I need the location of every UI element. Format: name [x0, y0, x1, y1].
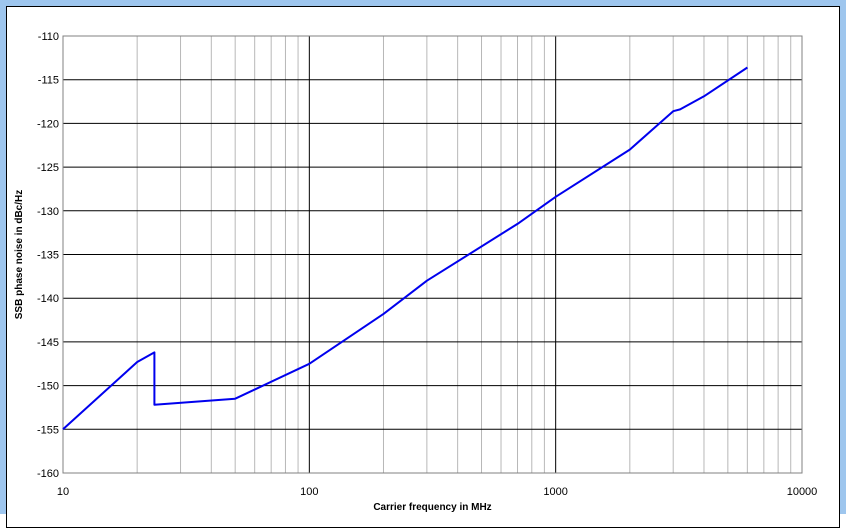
y-axis-title: SSB phase noise in dBc/Hz [14, 190, 25, 319]
phase-noise-chart: -110 -115 -120 -125 -130 -135 -140 -145 -150 -155… [14, 31, 817, 513]
y-tick-label: -135 [37, 250, 59, 262]
y-tick-label: -145 [37, 337, 59, 349]
y-tick-label: -130 [37, 206, 59, 218]
y-tick-label: -150 [37, 381, 59, 393]
y-tick-label: -160 [37, 468, 59, 480]
x-tick-labels: 10 100 1000 10000 [57, 486, 817, 498]
y-tick-label: -115 [38, 75, 59, 87]
y-tick-labels: -110 -115 -120 -125 -130 -135 -140 -145 -150 -155… [37, 31, 59, 480]
y-tick-label: -155 [37, 424, 59, 436]
x-tick-label: 10000 [787, 486, 818, 498]
plot-border [62, 35, 803, 474]
x-tick-label: 10 [57, 486, 69, 498]
y-tick-label: -110 [38, 31, 59, 43]
y-tick-label: -140 [37, 293, 59, 305]
y-tick-label: -125 [37, 162, 59, 174]
chart-area [6, 6, 840, 528]
x-tick-label: 100 [300, 486, 318, 498]
series-group [62, 66, 748, 431]
x-tick-label: 1000 [543, 486, 567, 498]
y-tick-label: -120 [37, 118, 59, 130]
major-grid [62, 35, 803, 474]
x-axis-title: Carrier frequency in MHz [373, 502, 491, 513]
series-line [62, 66, 748, 431]
